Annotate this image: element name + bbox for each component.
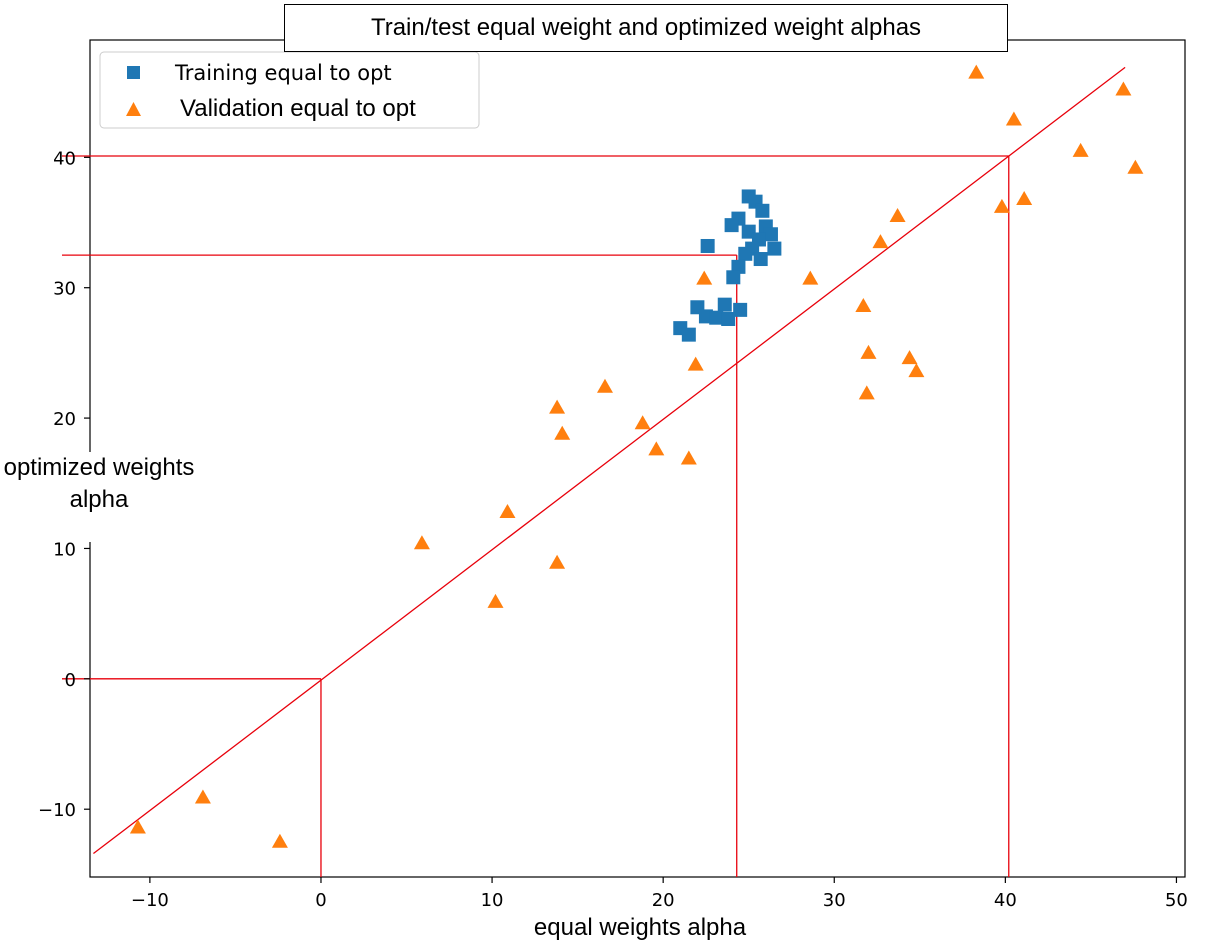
reference-line: [93, 66, 1126, 855]
x-tick-label: −10: [131, 890, 169, 911]
training-point: [738, 246, 753, 261]
validation-point: [889, 208, 906, 223]
legend-box: [99, 51, 480, 129]
validation-point: [968, 64, 985, 79]
x-tick-label: 40: [994, 890, 1017, 911]
validation-point: [802, 270, 819, 285]
validation-point: [1072, 142, 1089, 157]
validation-point: [855, 297, 872, 312]
validation-point: [1005, 111, 1022, 126]
validation-point: [499, 503, 516, 518]
guide-lines: [62, 155, 1010, 877]
validation-point: [993, 198, 1010, 213]
legend: Training equal to opt Validation equal t…: [99, 51, 480, 129]
y-tick-label: 0: [65, 670, 76, 691]
y-axis-ticks: −10 0 10 20 30 40: [38, 148, 90, 821]
training-point: [709, 310, 724, 325]
x-axis-ticks: −10 0 10 20 30 40 50: [131, 877, 1188, 911]
validation-point: [901, 350, 918, 365]
y-tick-label: 10: [53, 539, 76, 560]
training-point: [733, 302, 748, 317]
validation-point: [648, 441, 665, 456]
training-point: [726, 270, 741, 285]
y-tick-label: 30: [53, 279, 76, 300]
validation-point: [194, 789, 211, 804]
validation-point: [908, 363, 925, 378]
training-point: [724, 218, 739, 233]
training-point: [700, 238, 715, 253]
legend-label-validation: Validation equal to opt: [180, 95, 416, 122]
y-tick-label: −10: [38, 800, 76, 821]
y-axis-label: optimized weights alpha: [0, 452, 198, 542]
data-points: [129, 64, 1144, 848]
validation-point: [860, 344, 877, 359]
legend-square-marker: [127, 66, 140, 79]
validation-point: [549, 554, 566, 569]
y-tick-label: 20: [53, 409, 76, 430]
training-point: [767, 241, 782, 256]
validation-point: [129, 819, 146, 834]
validation-point: [696, 270, 713, 285]
validation-point: [413, 535, 430, 550]
reference-line-diagonal: [93, 66, 1126, 855]
validation-point: [680, 450, 697, 465]
x-tick-label: 0: [315, 890, 326, 911]
validation-point: [634, 415, 651, 430]
validation-point: [596, 378, 613, 393]
validation-point: [271, 833, 288, 848]
validation-point: [872, 234, 889, 249]
training-point: [681, 327, 696, 342]
validation-point: [549, 399, 566, 414]
validation-point: [554, 425, 571, 440]
x-tick-label: 50: [1165, 890, 1188, 911]
validation-point: [487, 593, 504, 608]
training-point: [717, 297, 732, 312]
x-tick-label: 10: [481, 890, 504, 911]
training-point: [721, 312, 736, 326]
training-point: [755, 203, 770, 218]
validation-point: [858, 385, 875, 400]
validation-point: [687, 356, 704, 371]
legend-triangle-marker: [126, 102, 141, 116]
plot-area: [89, 39, 1186, 878]
chart-title: Train/test equal weight and optimized we…: [284, 4, 1008, 52]
validation-point: [1016, 191, 1033, 206]
legend-label-training: Training equal to opt: [174, 61, 392, 85]
x-axis-label: equal weights alpha: [533, 914, 747, 941]
y-tick-label: 40: [53, 148, 76, 169]
training-point: [763, 227, 778, 242]
x-tick-label: 30: [823, 890, 846, 911]
validation-point: [1127, 159, 1144, 174]
validation-point: [1115, 81, 1132, 96]
x-tick-label: 20: [652, 890, 675, 911]
training-point: [753, 252, 768, 267]
